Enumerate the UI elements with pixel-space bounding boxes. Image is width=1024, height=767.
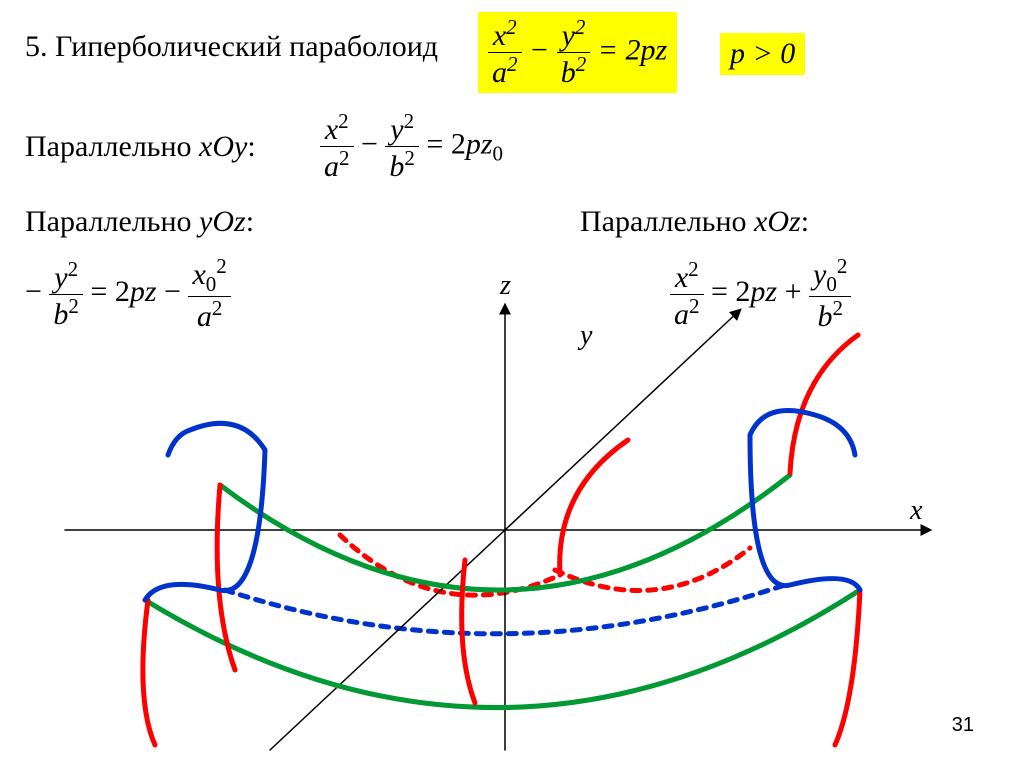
main-equation: x2a2 − y2b2 = 2pz — [478, 12, 677, 93]
condition: p > 0 — [720, 33, 805, 75]
xoy-equation: x2a2 − y2b2 = 2pz0 — [320, 110, 503, 183]
xoz-label: Параллельно xOz: — [580, 205, 809, 239]
yoz-label: Параллельно yOz: — [25, 205, 254, 239]
paraboloid-diagram — [60, 300, 960, 760]
section-title: 5. Гиперболический параболоид — [25, 30, 438, 64]
z-axis-label: z — [500, 270, 511, 302]
xoy-label: Параллельно xOy: — [25, 130, 256, 164]
